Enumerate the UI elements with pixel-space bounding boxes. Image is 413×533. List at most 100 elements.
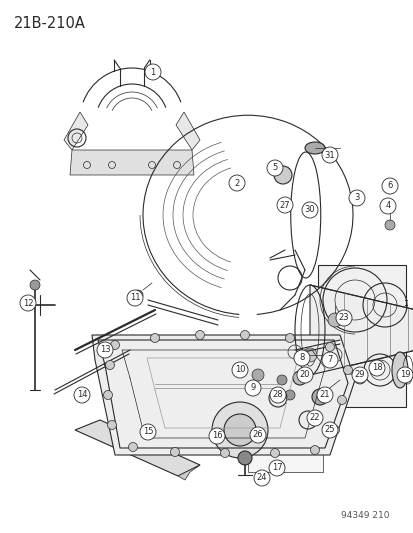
Text: 15: 15 (142, 427, 153, 437)
Circle shape (170, 448, 179, 456)
Circle shape (330, 425, 339, 434)
Polygon shape (64, 112, 88, 150)
Text: 31: 31 (324, 150, 335, 159)
Circle shape (351, 367, 367, 383)
Text: 8: 8 (299, 353, 304, 362)
Circle shape (20, 295, 36, 311)
Text: 10: 10 (234, 366, 244, 375)
Circle shape (240, 330, 249, 340)
Text: 22: 22 (309, 414, 320, 423)
Text: 21: 21 (319, 391, 330, 400)
Text: 6: 6 (387, 182, 392, 190)
Text: 20: 20 (299, 370, 309, 379)
Polygon shape (75, 420, 199, 476)
Text: 9: 9 (250, 384, 255, 392)
Circle shape (150, 334, 159, 343)
Text: 11: 11 (129, 294, 140, 303)
Text: 19: 19 (399, 370, 409, 379)
Ellipse shape (304, 142, 324, 154)
Text: 13: 13 (100, 345, 110, 354)
Circle shape (244, 380, 260, 396)
Circle shape (276, 375, 286, 385)
Circle shape (302, 348, 316, 362)
Polygon shape (178, 465, 199, 480)
Text: 26: 26 (252, 431, 263, 440)
Circle shape (30, 280, 40, 290)
Circle shape (276, 197, 292, 213)
Circle shape (284, 390, 294, 400)
Circle shape (74, 387, 90, 403)
Circle shape (145, 64, 161, 80)
Circle shape (195, 330, 204, 340)
Text: 94349 210: 94349 210 (341, 511, 389, 520)
Text: 21B-210A: 21B-210A (14, 16, 85, 31)
Circle shape (381, 178, 397, 194)
Text: 27: 27 (279, 200, 290, 209)
Text: 17: 17 (271, 464, 282, 472)
Text: 1: 1 (150, 68, 155, 77)
Text: 16: 16 (211, 432, 222, 440)
Circle shape (353, 372, 365, 384)
Circle shape (231, 362, 247, 378)
Text: 3: 3 (354, 193, 359, 203)
Text: 29: 29 (354, 370, 364, 379)
Circle shape (107, 421, 116, 430)
Circle shape (285, 334, 294, 343)
Circle shape (140, 424, 156, 440)
Circle shape (209, 428, 224, 444)
Circle shape (293, 350, 309, 366)
Polygon shape (309, 285, 413, 375)
Text: 28: 28 (272, 391, 282, 400)
Circle shape (273, 166, 291, 184)
Text: 30: 30 (304, 206, 315, 214)
Circle shape (327, 313, 341, 327)
Circle shape (316, 387, 332, 403)
Polygon shape (92, 335, 354, 455)
Circle shape (252, 369, 263, 381)
Circle shape (306, 410, 322, 426)
Circle shape (268, 460, 284, 476)
Circle shape (211, 402, 267, 458)
Circle shape (379, 198, 395, 214)
Text: 12: 12 (23, 298, 33, 308)
Text: 18: 18 (371, 364, 381, 373)
Circle shape (348, 190, 364, 206)
Circle shape (237, 451, 252, 465)
Circle shape (249, 427, 266, 443)
Circle shape (321, 147, 337, 163)
Circle shape (335, 310, 351, 326)
Circle shape (270, 448, 279, 457)
Ellipse shape (391, 352, 407, 388)
Circle shape (128, 442, 137, 451)
Text: 5: 5 (272, 164, 277, 173)
Text: 4: 4 (385, 201, 390, 211)
Circle shape (384, 220, 394, 230)
Circle shape (223, 414, 255, 446)
Circle shape (396, 367, 412, 383)
Circle shape (321, 422, 337, 438)
Circle shape (311, 389, 327, 405)
Circle shape (310, 446, 319, 455)
Circle shape (337, 395, 346, 405)
Circle shape (105, 360, 114, 369)
Circle shape (220, 448, 229, 457)
Circle shape (292, 371, 306, 385)
Circle shape (266, 160, 282, 176)
Text: 25: 25 (324, 425, 335, 434)
Bar (247, 362, 322, 472)
Polygon shape (70, 150, 194, 175)
Text: 24: 24 (256, 473, 267, 482)
Circle shape (269, 387, 285, 403)
Circle shape (103, 391, 112, 400)
Circle shape (127, 290, 142, 306)
Text: 2: 2 (234, 179, 239, 188)
Circle shape (97, 342, 113, 358)
Circle shape (321, 352, 337, 368)
Circle shape (133, 290, 142, 300)
Text: 7: 7 (327, 356, 332, 365)
Bar (317, 265, 405, 407)
Text: 14: 14 (76, 391, 87, 400)
Circle shape (254, 470, 269, 486)
Circle shape (343, 366, 351, 375)
Circle shape (325, 343, 334, 351)
